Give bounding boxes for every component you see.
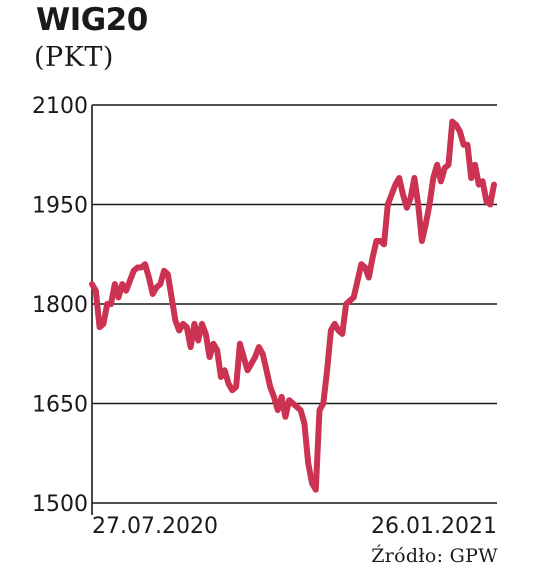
y-tick-label: 1950 xyxy=(32,194,88,219)
y-tick-label: 2100 xyxy=(32,94,88,119)
x-tick-label: 27.07.2020 xyxy=(92,514,218,539)
x-tick-label: 26.01.2021 xyxy=(371,514,497,539)
y-tick-label: 1800 xyxy=(32,293,88,318)
x-axis-ticks: 27.07.2020 26.01.2021 xyxy=(92,514,497,539)
series-line xyxy=(89,118,497,493)
series-layer xyxy=(89,118,497,493)
chart-title: WIG20 xyxy=(36,2,148,38)
y-tick-label: 1500 xyxy=(32,492,88,517)
y-tick-label: 1650 xyxy=(32,393,88,418)
y-axis-ticks: 1500 1650 1800 1950 2100 xyxy=(32,94,88,517)
chart-unit-label: (PKT) xyxy=(34,42,114,73)
source-note: Źródło: GPW xyxy=(371,545,498,567)
